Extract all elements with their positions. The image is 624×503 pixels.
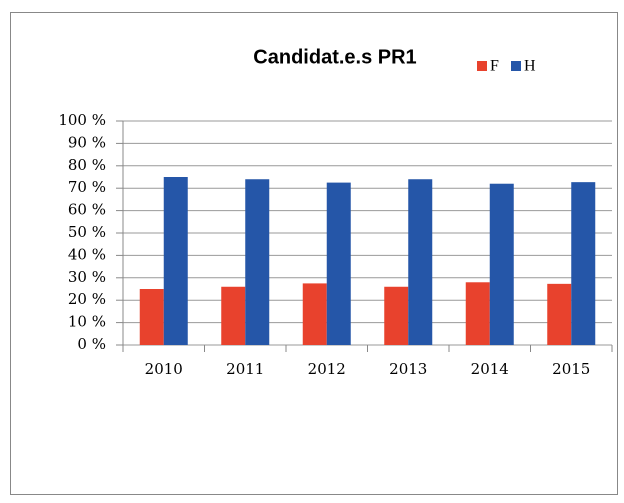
y-tick-label: 60 % xyxy=(68,201,106,219)
bar xyxy=(326,182,351,345)
y-tick-label: 0 % xyxy=(77,335,106,353)
x-tick-label: 2014 xyxy=(471,360,509,378)
x-tick-label: 2013 xyxy=(389,360,427,378)
legend-label: F xyxy=(490,58,499,75)
x-tick-label: 2012 xyxy=(308,360,346,378)
y-tick-label: 50 % xyxy=(68,223,106,241)
y-tick-label: 70 % xyxy=(68,178,106,196)
x-tick-label: 2010 xyxy=(145,360,183,378)
y-tick-label: 100 % xyxy=(58,111,106,129)
x-tick-label: 2011 xyxy=(226,360,264,378)
y-tick-label: 40 % xyxy=(68,245,106,263)
bar xyxy=(465,282,490,345)
bar xyxy=(221,286,246,345)
chart-border xyxy=(10,12,618,495)
bar xyxy=(547,283,572,345)
y-tick-label: 30 % xyxy=(68,268,106,286)
bar xyxy=(489,183,514,345)
bar xyxy=(302,283,327,345)
bar xyxy=(384,286,409,345)
bar xyxy=(245,179,270,345)
legend-label: H xyxy=(524,58,536,75)
bar xyxy=(139,289,164,345)
legend-swatch xyxy=(511,61,521,71)
y-tick-label: 90 % xyxy=(68,133,106,151)
y-tick-label: 80 % xyxy=(68,156,106,174)
y-tick-label: 10 % xyxy=(68,313,106,331)
bar xyxy=(571,182,596,345)
x-tick-label: 2015 xyxy=(552,360,590,378)
y-tick-label: 20 % xyxy=(68,290,106,308)
bar xyxy=(408,179,433,345)
legend-swatch xyxy=(477,61,487,71)
bar xyxy=(163,177,188,345)
chart-title: Candidat.e.s PR1 xyxy=(253,46,416,68)
